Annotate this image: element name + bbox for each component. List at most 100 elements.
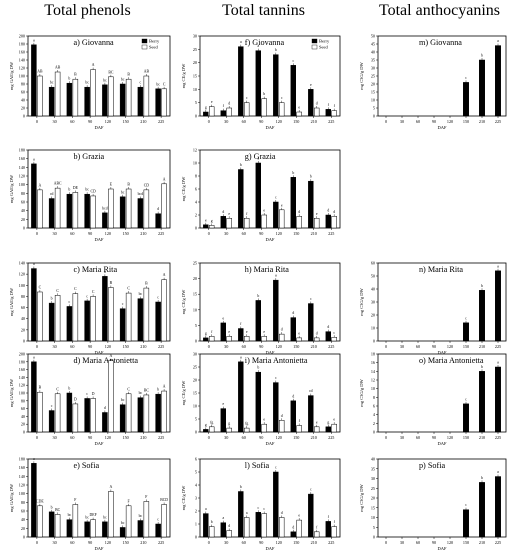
y-axis-label: mg C3G/g DW: [359, 287, 364, 315]
significance-letter: c: [275, 466, 277, 470]
significance-letter: c: [465, 316, 467, 320]
x-axis-label: DAF: [265, 350, 274, 355]
significance-letter: bc: [121, 190, 125, 194]
y-tick-label: 25: [371, 486, 375, 491]
y-tick-label: 2: [373, 421, 375, 426]
significance-letter: B: [127, 183, 130, 187]
significance-letter: bc: [139, 514, 143, 518]
x-axis-label: DAF: [94, 125, 103, 130]
x-tick-label: 30: [53, 540, 57, 545]
x-tick-label: 120: [447, 344, 453, 349]
significance-letter: A: [163, 177, 166, 181]
y-tick-label: 180: [19, 42, 25, 47]
significance-letter: c: [465, 397, 467, 401]
legend-label-berry: Berry: [149, 39, 160, 44]
y-tick-label: 140: [19, 165, 25, 170]
x-tick-label: 0: [208, 540, 210, 545]
y-tick-label: 20: [21, 422, 25, 427]
significance-letter: c: [281, 96, 283, 100]
y-tick-label: 0: [23, 226, 25, 231]
bar-berry: [31, 361, 37, 433]
y-tick-label: 25: [193, 365, 197, 370]
bar-seed: [143, 287, 150, 342]
significance-letter: a: [240, 40, 242, 44]
y-tick-label: 2: [195, 509, 197, 514]
y-tick-label: 10: [193, 307, 197, 312]
x-tick-label: 225: [158, 344, 164, 349]
bar-seed: [161, 183, 167, 229]
x-tick-label: 120: [105, 344, 111, 349]
significance-letter: b: [68, 188, 70, 192]
significance-letter: d: [292, 394, 294, 398]
bar-berry: [255, 162, 262, 229]
x-axis-label: DAF: [94, 441, 103, 446]
bar-berry: [66, 306, 73, 342]
y-axis-label: mg C3G/g DW: [359, 61, 364, 89]
y-tick-label: 12: [371, 378, 375, 383]
bar-berry: [463, 322, 469, 342]
bar-berry: [479, 59, 485, 117]
significance-letter: b: [257, 366, 259, 370]
x-axis-label: DAF: [265, 125, 274, 130]
x-tick-label: 225: [495, 540, 501, 545]
bar-berry: [155, 88, 161, 117]
significance-letter: c: [292, 59, 294, 63]
bar-berry: [155, 301, 161, 342]
significance-letter: e: [222, 316, 224, 320]
bar-berry: [463, 509, 469, 538]
panel-title: e) Sofia: [73, 461, 99, 470]
y-tick-label: 10: [371, 98, 375, 103]
x-tick-label: 120: [447, 435, 453, 440]
x-tick-label: 120: [276, 119, 282, 124]
bar-berry: [325, 331, 332, 342]
bar-berry: [155, 393, 161, 433]
x-axis-label: DAF: [437, 546, 446, 550]
y-tick-label: 10: [193, 161, 197, 166]
panel-title: n) Maria Rita: [419, 265, 463, 274]
x-tick-label: 225: [328, 435, 334, 440]
x-tick-label: 120: [105, 435, 111, 440]
x-tick-label: 150: [293, 435, 299, 440]
bar-seed: [37, 75, 43, 117]
y-tick-label: 100: [19, 182, 25, 187]
significance-letter: b: [68, 387, 70, 391]
y-tick-label: 20: [193, 276, 197, 281]
significance-letter: b: [481, 284, 483, 288]
bar-berry: [66, 392, 73, 433]
x-tick-label: 90: [88, 119, 92, 124]
significance-letter: c: [86, 392, 88, 396]
bar-seed: [54, 295, 61, 342]
significance-letter: bc: [50, 81, 54, 85]
x-tick-label: 90: [432, 119, 436, 124]
y-tick-label: 20: [193, 378, 197, 383]
significance-letter: c: [246, 96, 248, 100]
y-tick-label: 200: [19, 352, 25, 357]
significance-letter: e: [316, 212, 318, 216]
panel-title: l) Sofia: [245, 461, 270, 470]
panel-frame: [377, 35, 507, 117]
significance-letter: bc: [85, 81, 89, 85]
x-tick-label: 90: [88, 344, 92, 349]
panel-title: c) Maria Rita: [73, 265, 117, 274]
significance-letter: e: [228, 330, 230, 334]
significance-letter: d: [298, 210, 300, 214]
bar-seed: [209, 106, 215, 117]
y-tick-label: 16: [371, 360, 375, 365]
significance-letter: bc: [121, 398, 125, 402]
bar-seed: [314, 337, 320, 342]
y-tick-label: 20: [371, 313, 375, 318]
bar-berry: [479, 290, 485, 342]
bar-berry: [255, 371, 262, 433]
y-tick-label: 40: [21, 517, 25, 522]
bar-seed: [314, 531, 320, 538]
bar-berry: [463, 403, 469, 433]
x-tick-label: 0: [36, 435, 38, 440]
y-tick-label: 10: [371, 326, 375, 331]
significance-letter: c: [122, 302, 124, 306]
significance-letter: AB: [144, 70, 150, 74]
significance-letter: b: [310, 175, 312, 179]
bar-seed: [244, 427, 250, 433]
legend-swatch-seed: [141, 44, 148, 50]
significance-letter: D: [74, 397, 77, 401]
bar-seed: [209, 526, 215, 538]
